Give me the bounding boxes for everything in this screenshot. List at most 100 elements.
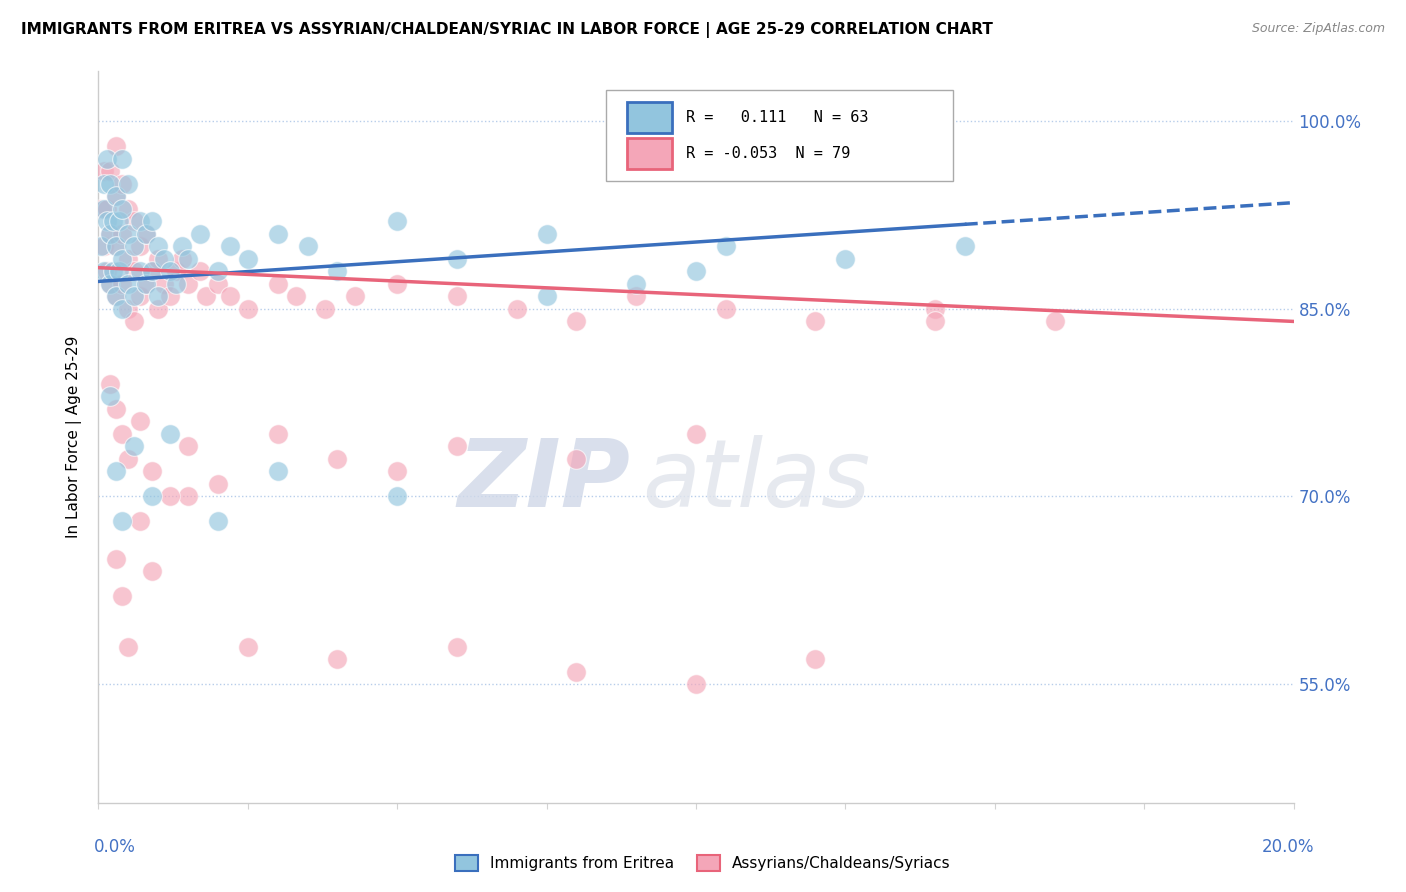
Point: [124, 239, 146, 253]
Text: atlas: atlas: [643, 435, 870, 526]
Point: [117, 640, 139, 654]
Point: [117, 227, 139, 241]
Point: [103, 264, 125, 278]
Point: [177, 277, 200, 291]
Point: [626, 289, 648, 303]
Point: [172, 239, 194, 253]
Point: [96, 152, 118, 166]
Point: [111, 152, 134, 166]
Text: Source: ZipAtlas.com: Source: ZipAtlas.com: [1251, 22, 1385, 36]
Point: [111, 202, 134, 216]
Point: [219, 289, 242, 303]
Point: [385, 490, 409, 504]
Point: [93, 239, 115, 253]
Point: [565, 452, 588, 467]
FancyBboxPatch shape: [627, 138, 672, 169]
Point: [267, 426, 290, 441]
Text: ZIP: ZIP: [457, 435, 630, 527]
Point: [219, 239, 242, 253]
Point: [111, 301, 134, 316]
Y-axis label: In Labor Force | Age 25-29: In Labor Force | Age 25-29: [66, 336, 83, 538]
Point: [96, 202, 118, 216]
Point: [924, 314, 946, 328]
Point: [98, 277, 122, 291]
Point: [117, 277, 139, 291]
Point: [385, 465, 409, 479]
Point: [284, 289, 307, 303]
Point: [446, 289, 468, 303]
Point: [195, 289, 218, 303]
Text: R =   0.111   N = 63: R = 0.111 N = 63: [686, 110, 869, 125]
Point: [536, 289, 558, 303]
Point: [685, 426, 707, 441]
Point: [685, 264, 707, 278]
Point: [129, 264, 152, 278]
Point: [446, 640, 468, 654]
Point: [124, 289, 146, 303]
Point: [148, 239, 170, 253]
Point: [141, 465, 163, 479]
Point: [236, 640, 259, 654]
Point: [117, 301, 139, 316]
Point: [98, 389, 122, 403]
Point: [714, 301, 737, 316]
Point: [129, 289, 152, 303]
Point: [141, 264, 163, 278]
Point: [177, 440, 200, 454]
Point: [177, 252, 200, 266]
Point: [111, 515, 134, 529]
Point: [111, 252, 134, 266]
Point: [148, 252, 170, 266]
Point: [344, 289, 367, 303]
Point: [108, 214, 131, 228]
Point: [135, 277, 157, 291]
Point: [297, 239, 319, 253]
Point: [105, 289, 128, 303]
Point: [267, 277, 290, 291]
Point: [96, 214, 118, 228]
Point: [953, 239, 976, 253]
Point: [90, 202, 112, 216]
Point: [117, 252, 139, 266]
Point: [207, 277, 229, 291]
Point: [385, 277, 409, 291]
Point: [141, 490, 163, 504]
Point: [165, 277, 187, 291]
Point: [124, 314, 146, 328]
FancyBboxPatch shape: [606, 90, 953, 181]
Point: [141, 264, 163, 278]
Point: [626, 277, 648, 291]
Text: 20.0%: 20.0%: [1263, 838, 1315, 856]
Point: [236, 301, 259, 316]
Point: [267, 465, 290, 479]
Point: [93, 164, 115, 178]
Point: [804, 314, 827, 328]
Text: R = -0.053  N = 79: R = -0.053 N = 79: [686, 145, 851, 161]
Point: [1043, 314, 1066, 328]
Point: [124, 440, 146, 454]
Legend: Immigrants from Eritrea, Assyrians/Chaldeans/Syriacs: Immigrants from Eritrea, Assyrians/Chald…: [449, 849, 957, 877]
Point: [267, 227, 290, 241]
Point: [129, 239, 152, 253]
Point: [536, 227, 558, 241]
Point: [105, 552, 128, 566]
Point: [98, 177, 122, 191]
Point: [148, 301, 170, 316]
Point: [153, 252, 176, 266]
Point: [103, 214, 125, 228]
Point: [326, 452, 349, 467]
Point: [188, 227, 211, 241]
Point: [111, 177, 134, 191]
Point: [177, 490, 200, 504]
Point: [111, 590, 134, 604]
Point: [117, 452, 139, 467]
Point: [188, 264, 211, 278]
Point: [159, 264, 181, 278]
Point: [135, 277, 157, 291]
Point: [105, 289, 128, 303]
Point: [98, 376, 122, 391]
Point: [446, 252, 468, 266]
Point: [135, 227, 157, 241]
Point: [924, 301, 946, 316]
Point: [105, 239, 128, 253]
